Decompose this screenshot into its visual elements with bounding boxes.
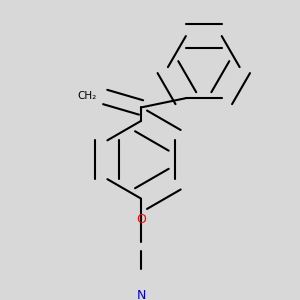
Text: CH₂: CH₂ [77, 91, 96, 100]
Text: O: O [136, 213, 146, 226]
Text: N: N [136, 289, 146, 300]
